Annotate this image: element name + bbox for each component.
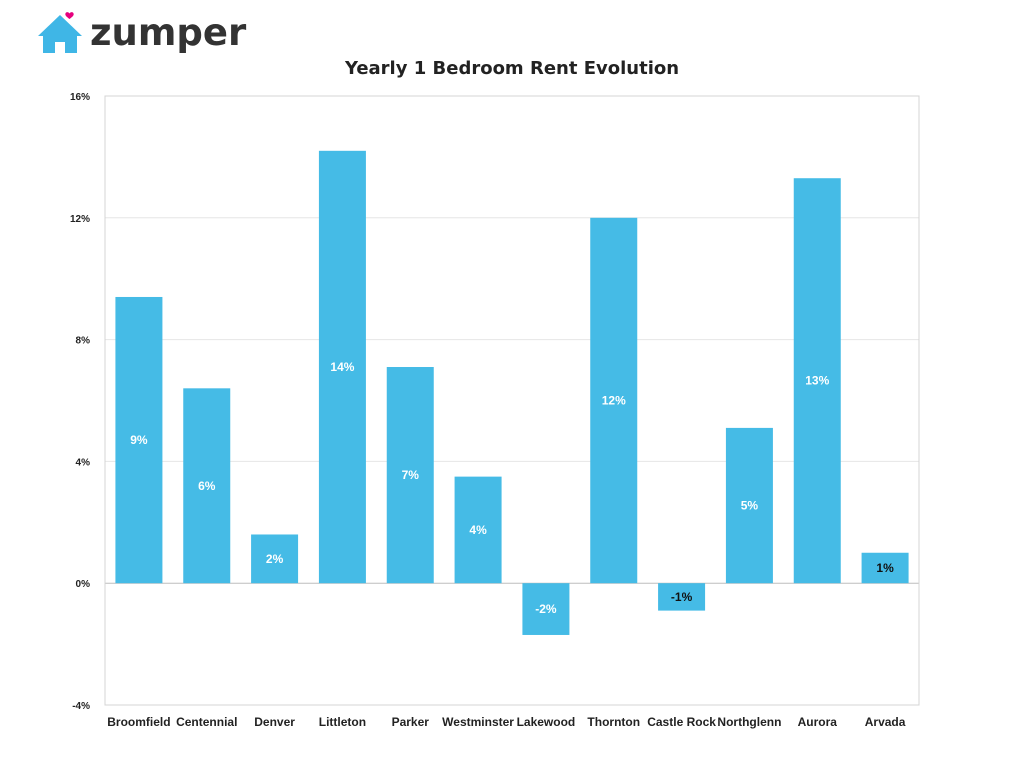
x-category-label: Littleton xyxy=(319,715,366,729)
x-category-label: Arvada xyxy=(865,715,906,729)
y-tick-label: 16% xyxy=(70,92,90,103)
bar xyxy=(183,388,231,584)
bar xyxy=(386,367,434,584)
y-tick-label: -4% xyxy=(72,701,90,712)
brand-logo: zumper xyxy=(36,8,246,56)
bar-value-label: 12% xyxy=(602,394,626,408)
bar xyxy=(590,217,638,584)
bar-value-label: 2% xyxy=(266,552,284,566)
y-tick-label: 8% xyxy=(76,336,91,347)
x-category-label: Lakewood xyxy=(517,715,576,729)
bar-value-label: 13% xyxy=(805,374,829,388)
x-category-label: Broomfield xyxy=(107,715,170,729)
bar-value-label: 7% xyxy=(402,468,420,482)
bar xyxy=(793,178,841,584)
bar-value-label: 14% xyxy=(330,360,354,374)
bar-value-label: 5% xyxy=(741,499,759,513)
x-category-label: Thornton xyxy=(587,715,640,729)
bar-value-label: 4% xyxy=(469,523,487,537)
house-heart-icon xyxy=(38,12,82,53)
bars xyxy=(115,150,909,635)
bar xyxy=(318,150,366,584)
bar xyxy=(725,427,773,584)
plot-frame xyxy=(104,95,920,706)
bar xyxy=(522,583,570,635)
x-category-label: Westminster xyxy=(442,715,514,729)
y-tick-label: 12% xyxy=(70,214,90,225)
bar xyxy=(861,552,909,584)
brand-name: zumper xyxy=(90,10,247,54)
chart-title: Yearly 1 Bedroom Rent Evolution xyxy=(344,58,680,79)
x-category-label: Denver xyxy=(254,715,295,729)
bar-value-label: 6% xyxy=(198,479,216,493)
x-category-label: Northglenn xyxy=(717,715,781,729)
bar xyxy=(115,296,163,584)
bar xyxy=(658,583,706,611)
bar xyxy=(251,534,299,584)
bar-value-label: -1% xyxy=(671,590,693,604)
bar xyxy=(454,476,502,584)
bar-value-label: -2% xyxy=(535,602,557,616)
plot-border xyxy=(104,95,920,706)
y-tick-label: 4% xyxy=(76,457,91,468)
x-category-label: Castle Rock xyxy=(647,715,716,729)
bar-value-label: 1% xyxy=(876,561,894,575)
bar-value-label: 9% xyxy=(130,433,148,447)
x-category-label: Centennial xyxy=(176,715,237,729)
x-category-label: Parker xyxy=(392,715,430,729)
labels: -4% 0% 4% 8% 12% 16% 9% Broomfield 6% Centennial 2… xyxy=(70,92,906,729)
x-category-label: Aurora xyxy=(798,715,838,729)
y-tick-label: 0% xyxy=(76,579,91,590)
